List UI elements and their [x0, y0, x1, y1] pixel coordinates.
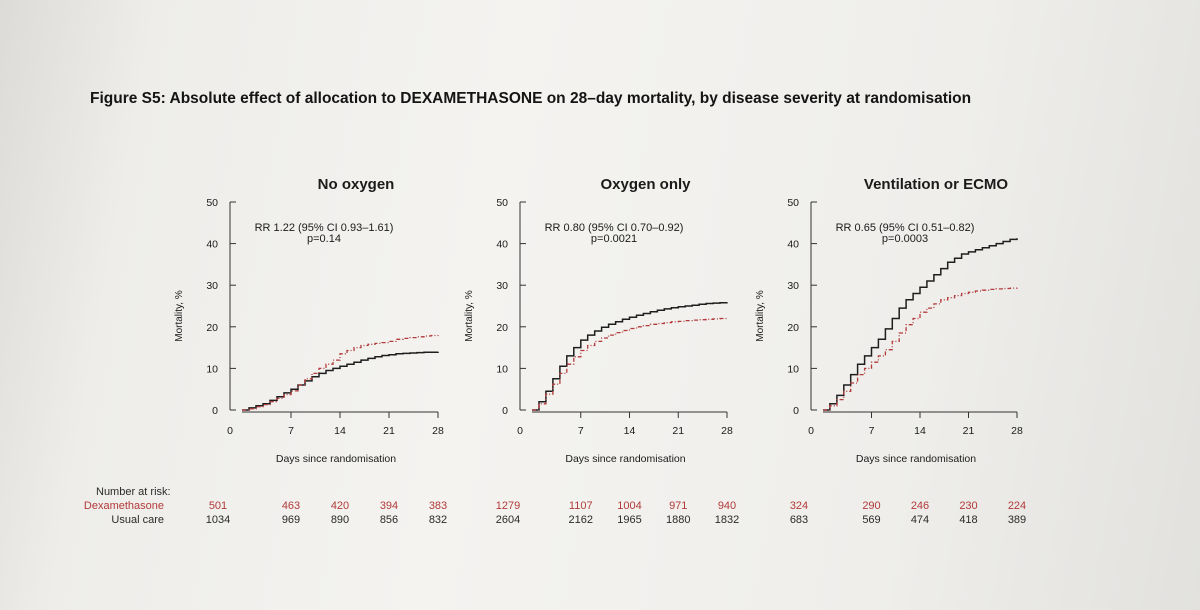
- x-axis-label: Days since randomisation: [276, 453, 396, 465]
- figure-title: Figure S5: Absolute effect of allocation…: [90, 90, 972, 107]
- y-tick-label: 0: [502, 405, 508, 417]
- risk-uc-value: 474: [911, 514, 929, 526]
- risk-dex-value: 324: [790, 500, 808, 512]
- x-tick-label: 28: [721, 425, 733, 437]
- chart-panel-2: Oxygen only 0 10 20 30 40 50 Mortality, % 0 7 14 21…: [464, 176, 739, 526]
- risk-uc-value: 389: [1008, 514, 1026, 526]
- risk-uc-value: 1880: [666, 514, 690, 526]
- chart-title: Oxygen only: [600, 176, 691, 193]
- risk-uc-value: 418: [959, 514, 977, 526]
- x-tick-label: 0: [517, 425, 523, 437]
- risk-dex-value: 940: [718, 500, 736, 512]
- risk-uc-value: 832: [429, 514, 447, 526]
- y-tick-label: 20: [496, 322, 508, 334]
- risk-dex-value: 1004: [617, 500, 641, 512]
- series-usual-care-line: [823, 238, 1018, 411]
- risk-dex-value: 394: [380, 500, 398, 512]
- series-dexamethasone-line: [823, 287, 1018, 411]
- series-usual-care-line: [532, 301, 728, 411]
- x-tick-label: 28: [432, 425, 444, 437]
- y-tick-label: 10: [206, 363, 218, 375]
- risk-uc-value: 969: [282, 514, 300, 526]
- x-tick-label: 7: [288, 425, 294, 437]
- y-tick-label: 50: [496, 197, 508, 209]
- risk-dex-label: Dexamethasone: [83, 500, 164, 512]
- risk-dex-value: 230: [959, 500, 977, 512]
- y-axis-label: Mortality, %: [464, 290, 475, 342]
- x-tick-label: 28: [1011, 425, 1023, 437]
- series-dexamethasone-line: [532, 317, 727, 411]
- x-tick-label: 14: [624, 425, 636, 437]
- y-tick-label: 40: [787, 239, 799, 251]
- series-dexamethasone-line: [242, 334, 439, 411]
- y-tick-label: 30: [787, 280, 799, 292]
- y-tick-label: 50: [787, 197, 799, 209]
- y-tick-label: 0: [793, 405, 799, 417]
- risk-table-header: Number at risk:: [96, 486, 171, 498]
- rr-annotation-line: RR 0.65 (95% CI 0.51–0.82): [836, 222, 975, 234]
- x-tick-label: 7: [869, 425, 875, 437]
- y-tick-label: 40: [206, 239, 218, 251]
- risk-dex-value: 463: [282, 500, 300, 512]
- y-axis-label: Mortality, %: [174, 290, 185, 342]
- risk-dex-value: 290: [862, 500, 880, 512]
- risk-uc-value: 1034: [206, 514, 230, 526]
- x-tick-label: 21: [383, 425, 395, 437]
- rr-annotation-line: RR 0.80 (95% CI 0.70–0.92): [545, 222, 684, 234]
- risk-dex-value: 971: [669, 500, 687, 512]
- risk-dex-value: 1107: [569, 500, 593, 512]
- y-tick-label: 20: [206, 322, 218, 334]
- rr-annotation-line: p=0.14: [307, 233, 341, 245]
- y-tick-label: 30: [496, 280, 508, 292]
- risk-dex-value: 246: [911, 500, 929, 512]
- x-tick-label: 21: [672, 425, 684, 437]
- chart-title: No oxygen: [318, 176, 395, 193]
- rr-annotation-line: RR 1.22 (95% CI 0.93–1.61): [255, 222, 394, 234]
- rr-annotation-line: p=0.0021: [591, 233, 637, 245]
- risk-dex-value: 1279: [496, 500, 520, 512]
- chart-panel-3: Ventilation or ECMO 0 10 20 30 40 50 Mortality,…: [755, 176, 1026, 526]
- y-axis-label: Mortality, %: [755, 290, 766, 342]
- risk-uc-label: Usual care: [111, 514, 164, 526]
- risk-dex-value: 420: [331, 500, 349, 512]
- chart-title: Ventilation or ECMO: [864, 176, 1009, 193]
- risk-dex-value: 224: [1008, 500, 1026, 512]
- risk-uc-value: 1832: [715, 514, 739, 526]
- y-tick-label: 10: [787, 363, 799, 375]
- risk-uc-value: 2604: [496, 514, 520, 526]
- x-axis-label: Days since randomisation: [565, 453, 685, 465]
- risk-uc-value: 1965: [617, 514, 641, 526]
- risk-dex-value: 501: [209, 500, 227, 512]
- y-tick-label: 30: [206, 280, 218, 292]
- x-tick-label: 0: [808, 425, 814, 437]
- x-tick-label: 7: [578, 425, 584, 437]
- risk-dex-value: 383: [429, 500, 447, 512]
- y-tick-label: 10: [496, 363, 508, 375]
- rr-annotation-line: p=0.0003: [882, 233, 928, 245]
- y-tick-label: 50: [206, 197, 218, 209]
- risk-uc-value: 2162: [569, 514, 593, 526]
- x-tick-label: 21: [963, 425, 975, 437]
- y-tick-label: 20: [787, 322, 799, 334]
- y-tick-label: 40: [496, 239, 508, 251]
- chart-panel-1: No oxygen 0 10 20 30 40 50 Mortality, % 0 7 14 21 28…: [174, 176, 447, 526]
- x-axis-label: Days since randomisation: [856, 453, 976, 465]
- x-tick-label: 0: [227, 425, 233, 437]
- risk-uc-value: 683: [790, 514, 808, 526]
- x-tick-label: 14: [334, 425, 346, 437]
- risk-uc-value: 890: [331, 514, 349, 526]
- x-tick-label: 14: [914, 425, 926, 437]
- risk-uc-value: 569: [862, 514, 880, 526]
- y-tick-label: 0: [212, 405, 218, 417]
- risk-uc-value: 856: [380, 514, 398, 526]
